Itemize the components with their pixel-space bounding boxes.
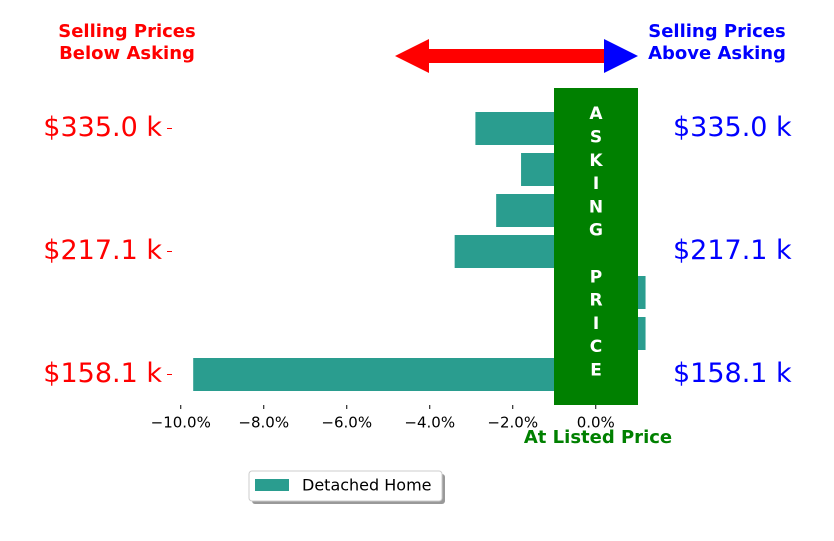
left-annotation-line: Below Asking	[59, 43, 195, 64]
legend-box	[248, 470, 443, 502]
legend-label: Detached Home	[302, 476, 432, 495]
bar	[193, 358, 596, 391]
left-annotation-line: Selling Prices	[58, 21, 195, 42]
y-tick-label-right: $335.0 k	[673, 112, 792, 143]
x-axis-label: At Listed Price	[524, 427, 672, 448]
x-tick-label: −10.0%	[151, 414, 211, 432]
x-tick-label: 0.0%	[577, 414, 615, 432]
asking-price-label: ASKING PRICE	[586, 104, 606, 384]
x-tick-label: −8.0%	[238, 414, 289, 432]
right-annotation-line: Above Asking	[648, 43, 786, 64]
y-tick-label-right: $217.1 k	[673, 235, 792, 266]
plot-area: −10.0% −8.0% −6.0% −4.0% −2.0% 0.0% $335.0 k $3…	[43, 112, 792, 432]
y-tick-label-left: $158.1 k	[43, 358, 162, 389]
double-arrow	[395, 39, 638, 73]
x-tick-label: −2.0%	[487, 414, 538, 432]
legend-swatch	[255, 479, 289, 491]
asking-price-band	[554, 88, 638, 405]
x-tick-label: −4.0%	[404, 414, 455, 432]
y-tick-label-left: $335.0 k	[43, 112, 162, 143]
x-tick-label: −6.0%	[321, 414, 372, 432]
y-tick-label-left: $217.1 k	[43, 235, 162, 266]
right-annotation-line: Selling Prices	[648, 21, 785, 42]
legend: Detached Home	[248, 470, 445, 504]
y-tick-label-right: $158.1 k	[673, 358, 792, 389]
